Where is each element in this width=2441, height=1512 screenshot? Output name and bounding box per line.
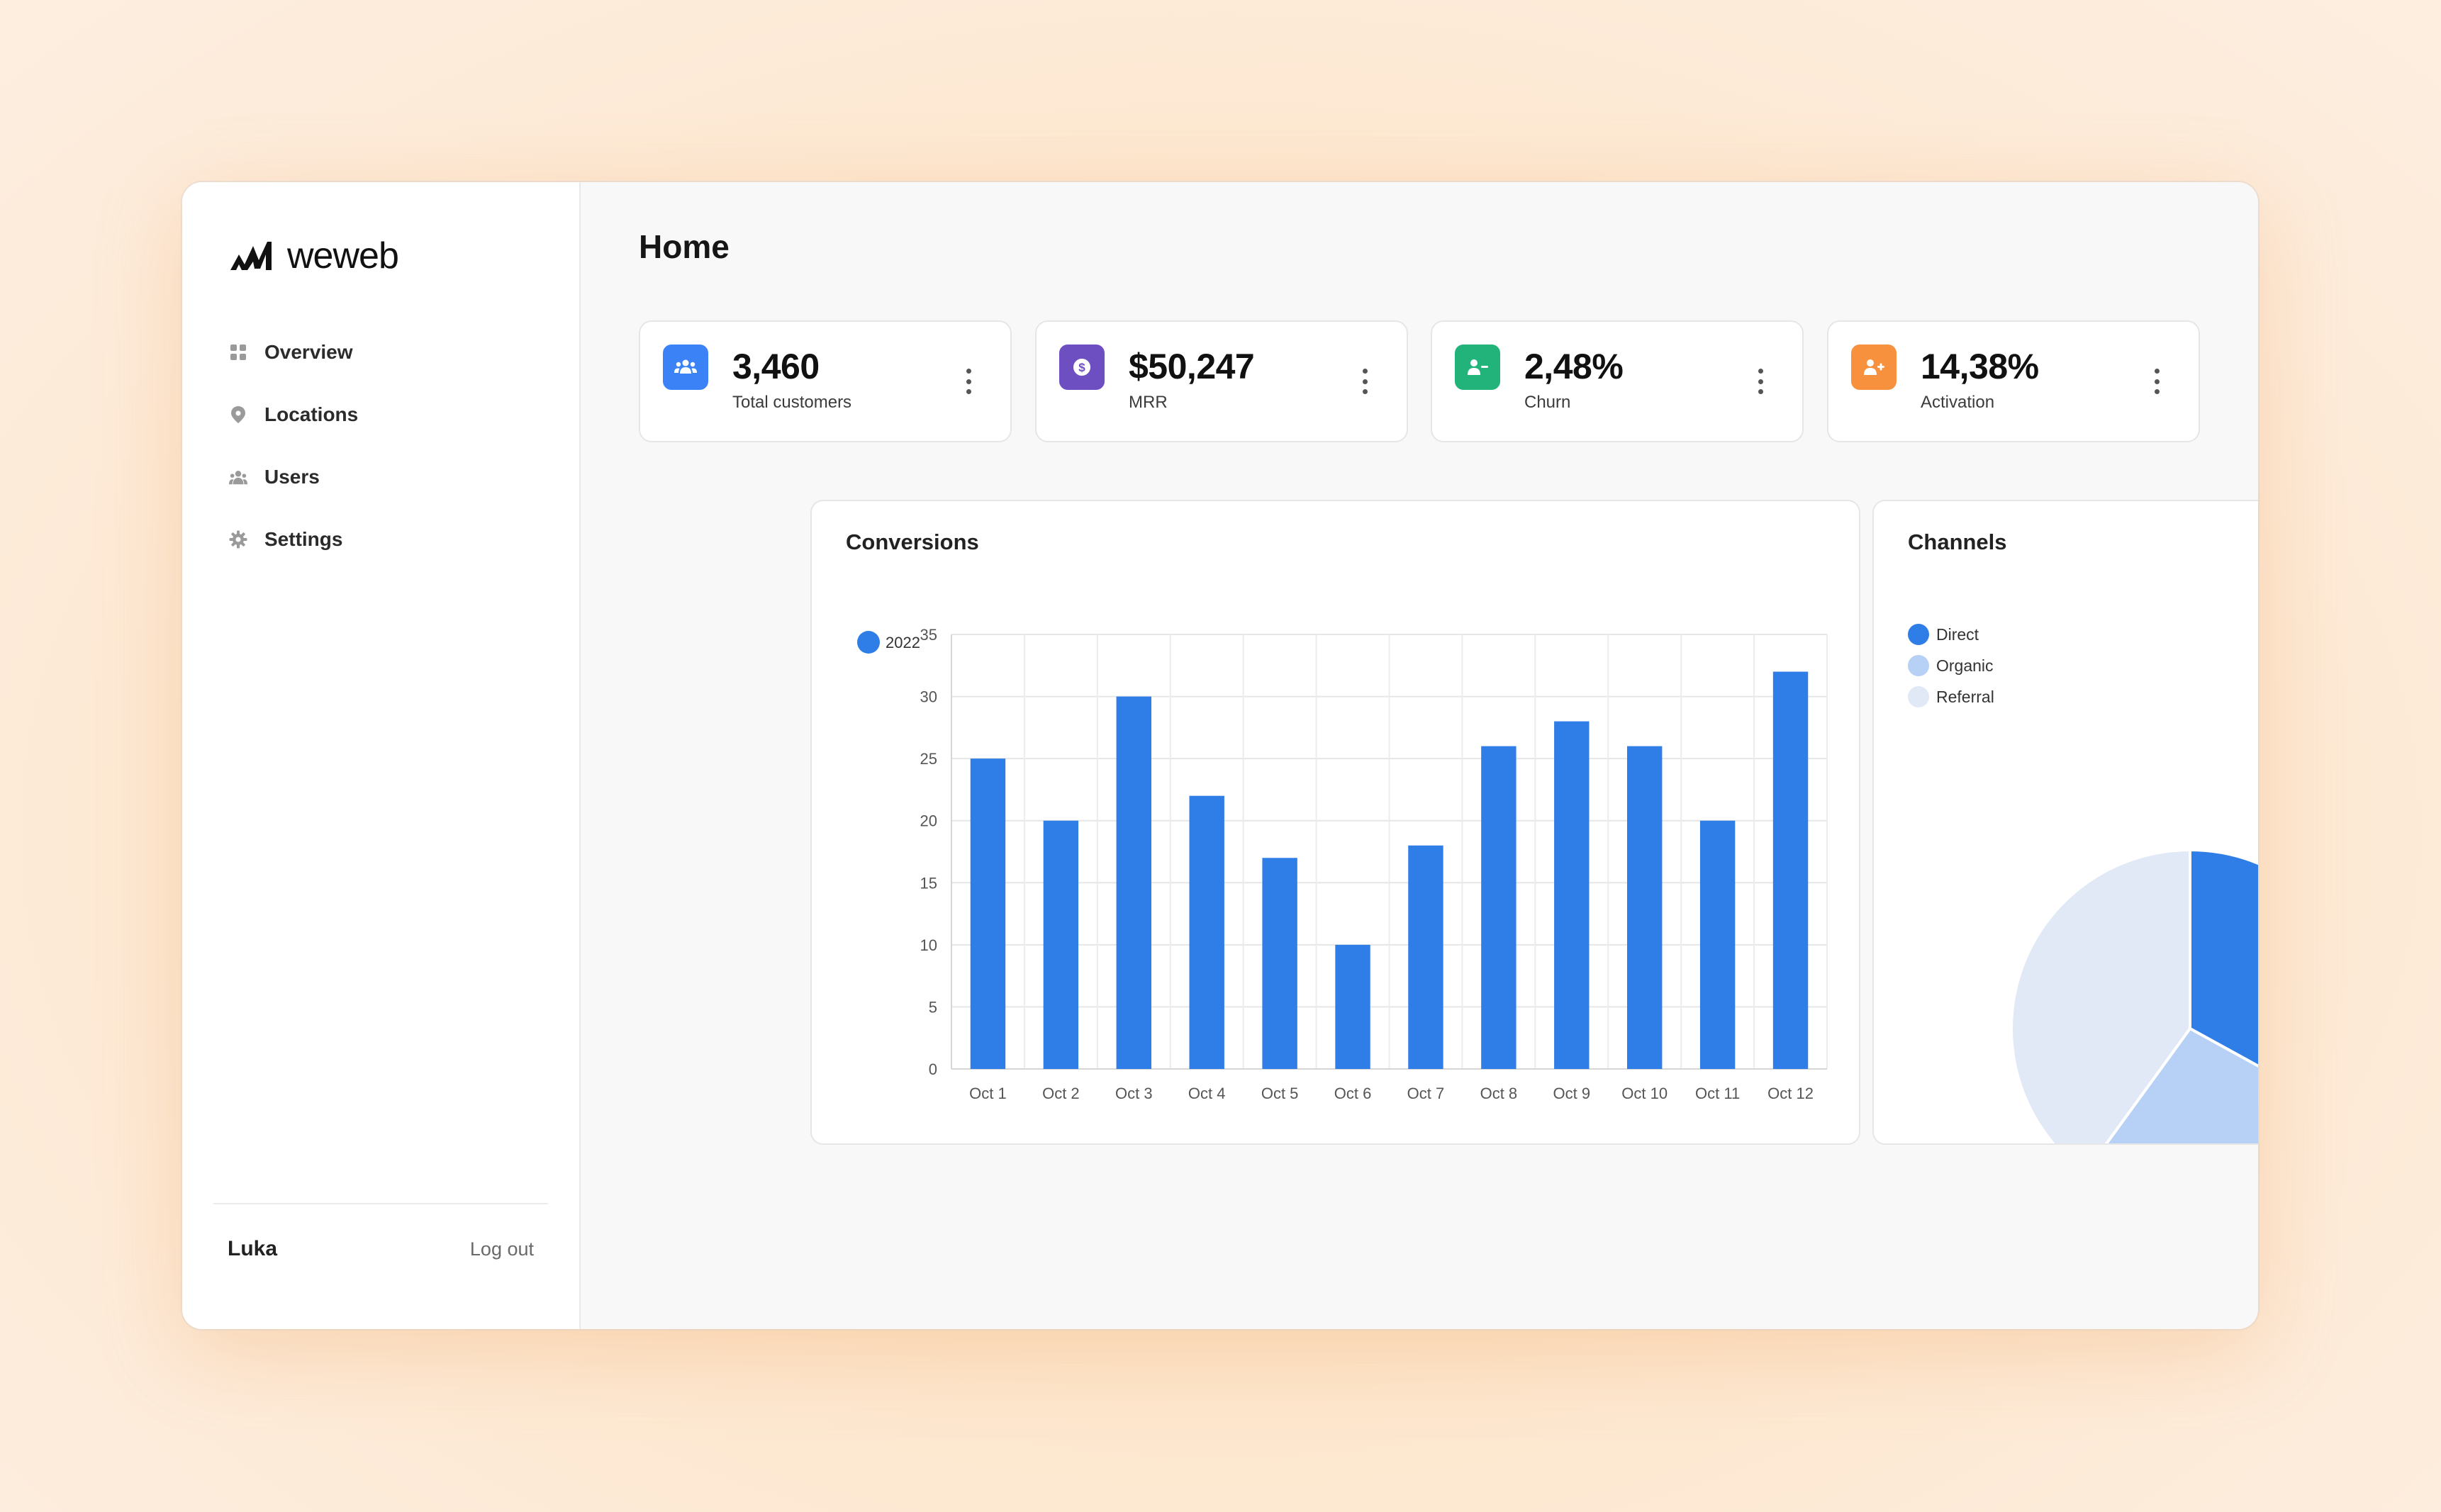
weweb-logo-icon <box>230 242 272 270</box>
kpi-label: MRR <box>1129 393 1168 412</box>
gear-icon <box>229 530 247 549</box>
legend-label[interactable]: 2022 <box>886 634 920 651</box>
more-options-icon[interactable] <box>1361 369 1368 394</box>
y-tick-label: 0 <box>929 1060 937 1078</box>
x-tick-label: Oct 9 <box>1553 1085 1591 1102</box>
bar[interactable] <box>1189 795 1224 1069</box>
sidebar-item-label: Overview <box>264 341 353 363</box>
sidebar-item-users[interactable]: Users <box>229 446 358 508</box>
kpi-card-activation: 14,38% Activation <box>1827 320 2200 442</box>
legend-label[interactable]: Organic <box>1936 656 1994 675</box>
logout-button[interactable]: Log out <box>469 1238 534 1260</box>
x-tick-label: Oct 8 <box>1480 1085 1518 1102</box>
map-pin-icon <box>229 405 247 424</box>
conversions-bar-chart: 0 5 10 15 20 25 30 35 Oct 1 Oct 2 Oct 3 Oct 4 Oct 5 O… <box>857 626 1828 1102</box>
y-tick-label: 15 <box>920 874 937 892</box>
more-options-icon[interactable] <box>965 369 972 394</box>
sidebar-item-locations[interactable]: Locations <box>229 383 358 446</box>
pie-slice-referral[interactable] <box>2010 848 2191 1143</box>
x-tick-label: Oct 7 <box>1407 1085 1445 1102</box>
kpi-card-total-customers: 3,460 Total customers <box>639 320 1012 442</box>
x-tick-label: Oct 10 <box>1621 1085 1668 1102</box>
sidebar-divider <box>213 1203 548 1204</box>
x-tick-label: Oct 5 <box>1261 1085 1299 1102</box>
x-tick-label: Oct 1 <box>969 1085 1007 1102</box>
channels-title: Channels <box>1908 530 2007 554</box>
brand-logo[interactable]: weweb <box>229 235 399 276</box>
y-tick-label: 30 <box>920 688 937 706</box>
x-tick-label: Oct 2 <box>1042 1085 1080 1102</box>
sidebar-item-label: Settings <box>264 528 343 550</box>
sidebar-nav: Overview Locations Users <box>229 321 358 571</box>
bar[interactable] <box>1772 671 1809 1069</box>
users-group-icon <box>663 345 708 390</box>
kpi-label: Churn <box>1524 393 1571 412</box>
users-icon <box>229 468 247 486</box>
y-tick-label: 20 <box>920 812 937 830</box>
more-options-icon[interactable] <box>2153 369 2160 394</box>
y-tick-label: 10 <box>920 936 937 954</box>
bar[interactable] <box>1335 944 1370 1069</box>
x-tick-label: Oct 12 <box>1767 1085 1814 1102</box>
legend-label[interactable]: Referral <box>1936 688 1994 706</box>
legend-swatch <box>1908 655 1929 676</box>
grid-icon <box>229 343 247 362</box>
channels-card: Channels Direct Organic Referral <box>1872 500 2258 1145</box>
legend-label[interactable]: Direct <box>1936 625 1979 644</box>
bar[interactable] <box>970 758 1006 1069</box>
sidebar-item-settings[interactable]: Settings <box>229 508 358 571</box>
x-tick-label: Oct 11 <box>1695 1085 1740 1102</box>
bar[interactable] <box>1627 746 1663 1069</box>
page-title: Home <box>639 228 730 265</box>
sidebar-item-label: Users <box>264 466 320 488</box>
bar[interactable] <box>1043 820 1079 1069</box>
legend-swatch <box>857 631 880 654</box>
kpi-label: Total customers <box>732 393 852 412</box>
more-options-icon[interactable] <box>1757 369 1764 394</box>
user-name: Luka <box>228 1237 278 1260</box>
sidebar-item-overview[interactable]: Overview <box>229 321 358 383</box>
bar[interactable] <box>1262 858 1297 1069</box>
conversions-card: Conversions 0 5 10 15 20 25 30 35 Oct 1 Oct 2 Oct … <box>810 500 1860 1145</box>
pie-slice-direct[interactable] <box>2189 848 2258 1114</box>
kpi-value: 2,48% <box>1524 347 1624 386</box>
x-tick-label: Oct 3 <box>1115 1085 1153 1102</box>
kpi-value: 3,460 <box>732 347 820 386</box>
user-minus-icon <box>1455 345 1500 390</box>
kpi-card-churn: 2,48% Churn <box>1431 320 1804 442</box>
sidebar-item-label: Locations <box>264 403 359 425</box>
pie-slice-organic[interactable] <box>2085 1026 2258 1143</box>
main-content: Home 3,460 Total customers $ $50,247 MRR… <box>581 182 2258 1329</box>
app-window: weweb Overview Locations Users <box>182 182 2258 1329</box>
y-tick-label: 5 <box>929 998 937 1016</box>
x-tick-label: Oct 4 <box>1188 1085 1226 1102</box>
kpi-value: 14,38% <box>1921 347 2039 386</box>
svg-text:$: $ <box>1078 361 1085 374</box>
bar[interactable] <box>1481 746 1516 1069</box>
kpi-card-mrr: $ $50,247 MRR <box>1035 320 1408 442</box>
y-tick-label: 25 <box>920 750 937 768</box>
brand-wordmark: weweb <box>287 235 399 276</box>
bar[interactable] <box>1554 721 1590 1069</box>
conversions-title: Conversions <box>846 530 979 554</box>
channels-pie-chart: Direct Organic Referral <box>1908 624 2258 1143</box>
user-plus-icon <box>1851 345 1897 390</box>
sidebar: weweb Overview Locations Users <box>182 182 581 1329</box>
kpi-label: Activation <box>1921 393 1995 412</box>
bar[interactable] <box>1116 696 1151 1069</box>
x-tick-label: Oct 6 <box>1334 1085 1372 1102</box>
y-tick-label: 35 <box>920 626 937 644</box>
legend-swatch <box>1908 624 1929 645</box>
legend-swatch <box>1908 686 1929 707</box>
kpi-value: $50,247 <box>1129 347 1255 386</box>
bar[interactable] <box>1408 845 1443 1069</box>
bar[interactable] <box>1699 820 1736 1069</box>
dollar-coin-icon: $ <box>1059 345 1105 390</box>
